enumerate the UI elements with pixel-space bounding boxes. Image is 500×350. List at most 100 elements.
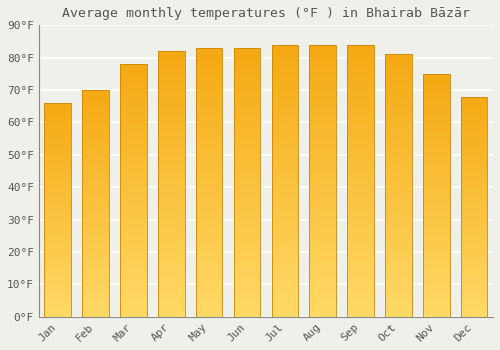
Bar: [82, 292, 109, 294]
Bar: [158, 253, 184, 256]
Bar: [348, 118, 374, 121]
Bar: [423, 227, 450, 229]
Bar: [158, 51, 184, 54]
Bar: [385, 136, 411, 138]
Bar: [310, 156, 336, 159]
Bar: [385, 215, 411, 217]
Bar: [44, 184, 71, 187]
Bar: [44, 114, 71, 116]
Bar: [348, 238, 374, 240]
Bar: [234, 78, 260, 80]
Bar: [196, 287, 222, 290]
Bar: [44, 163, 71, 165]
Bar: [158, 70, 184, 72]
Bar: [461, 130, 487, 132]
Bar: [158, 266, 184, 269]
Bar: [82, 312, 109, 315]
Bar: [272, 200, 298, 203]
Bar: [461, 178, 487, 180]
Bar: [158, 301, 184, 303]
Bar: [120, 309, 146, 312]
Bar: [158, 290, 184, 293]
Bar: [348, 173, 374, 175]
Bar: [196, 166, 222, 169]
Bar: [120, 140, 146, 142]
Bar: [196, 145, 222, 147]
Bar: [310, 91, 336, 94]
Bar: [82, 226, 109, 228]
Bar: [272, 61, 298, 64]
Bar: [44, 139, 71, 141]
Bar: [461, 235, 487, 238]
Bar: [385, 222, 411, 225]
Bar: [196, 190, 222, 193]
Bar: [44, 103, 71, 105]
Bar: [120, 208, 146, 211]
Bar: [158, 269, 184, 272]
Bar: [461, 103, 487, 105]
Bar: [120, 261, 146, 264]
Bar: [310, 252, 336, 254]
Bar: [120, 241, 146, 244]
Bar: [158, 192, 184, 195]
Bar: [461, 290, 487, 293]
Bar: [461, 116, 487, 119]
Bar: [348, 252, 374, 254]
Bar: [196, 201, 222, 204]
Bar: [310, 257, 336, 260]
Bar: [196, 196, 222, 198]
Bar: [461, 107, 487, 110]
Bar: [44, 253, 71, 255]
Bar: [234, 53, 260, 56]
Bar: [82, 181, 109, 183]
Bar: [82, 90, 109, 317]
Bar: [196, 293, 222, 295]
Bar: [272, 219, 298, 222]
Bar: [272, 260, 298, 262]
Bar: [272, 289, 298, 292]
Bar: [461, 315, 487, 317]
Bar: [272, 292, 298, 295]
Bar: [385, 75, 411, 78]
Bar: [158, 240, 184, 243]
Bar: [310, 105, 336, 107]
Bar: [272, 129, 298, 132]
Bar: [461, 281, 487, 284]
Bar: [348, 243, 374, 246]
Bar: [385, 238, 411, 241]
Bar: [234, 139, 260, 142]
Bar: [461, 147, 487, 149]
Bar: [385, 55, 411, 57]
Bar: [272, 99, 298, 102]
Bar: [120, 82, 146, 84]
Bar: [423, 293, 450, 295]
Bar: [82, 176, 109, 178]
Bar: [234, 266, 260, 268]
Bar: [120, 69, 146, 72]
Bar: [423, 224, 450, 227]
Bar: [385, 236, 411, 238]
Bar: [461, 262, 487, 264]
Bar: [234, 142, 260, 145]
Bar: [44, 199, 71, 201]
Bar: [272, 143, 298, 145]
Bar: [423, 208, 450, 210]
Bar: [310, 66, 336, 69]
Bar: [234, 271, 260, 274]
Bar: [272, 227, 298, 230]
Bar: [385, 159, 411, 162]
Bar: [423, 103, 450, 105]
Bar: [310, 56, 336, 58]
Bar: [234, 126, 260, 128]
Bar: [234, 104, 260, 107]
Bar: [82, 219, 109, 222]
Bar: [385, 290, 411, 293]
Bar: [348, 164, 374, 167]
Bar: [158, 245, 184, 248]
Bar: [120, 218, 146, 221]
Bar: [348, 260, 374, 262]
Bar: [44, 161, 71, 163]
Bar: [461, 119, 487, 121]
Bar: [423, 275, 450, 278]
Bar: [158, 118, 184, 120]
